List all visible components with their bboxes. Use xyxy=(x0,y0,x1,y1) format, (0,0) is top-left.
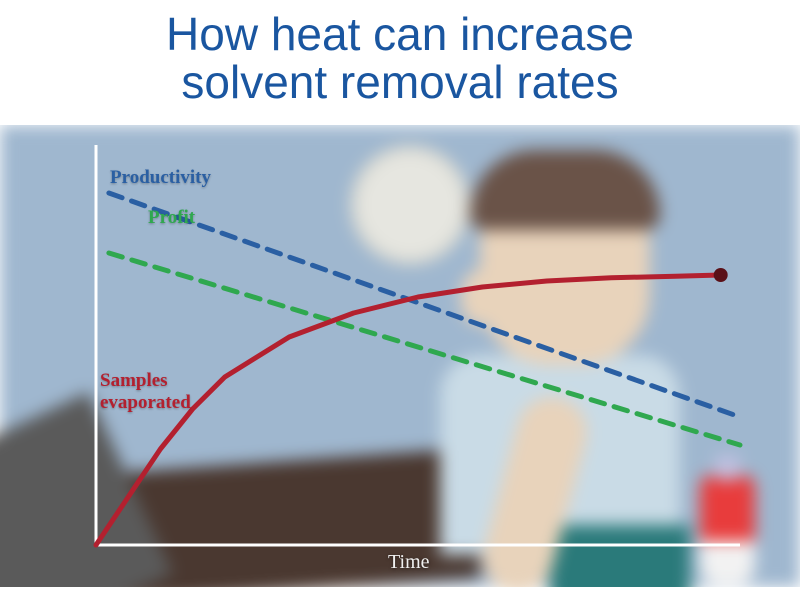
series-label-samples: Samplesevaporated xyxy=(100,370,191,414)
page-title: How heat can increase solvent removal ra… xyxy=(40,10,760,107)
title-line-2: solvent removal rates xyxy=(181,56,618,108)
series-label-productivity: Productivity xyxy=(110,167,211,189)
series-label-profit: Profit xyxy=(148,207,195,229)
header: How heat can increase solvent removal ra… xyxy=(0,0,800,125)
title-line-1: How heat can increase xyxy=(166,8,634,60)
chart-area: Productivity Profit Samplesevaporated Ti… xyxy=(0,125,800,587)
x-axis-label: Time xyxy=(388,551,430,574)
line-chart xyxy=(0,125,800,587)
